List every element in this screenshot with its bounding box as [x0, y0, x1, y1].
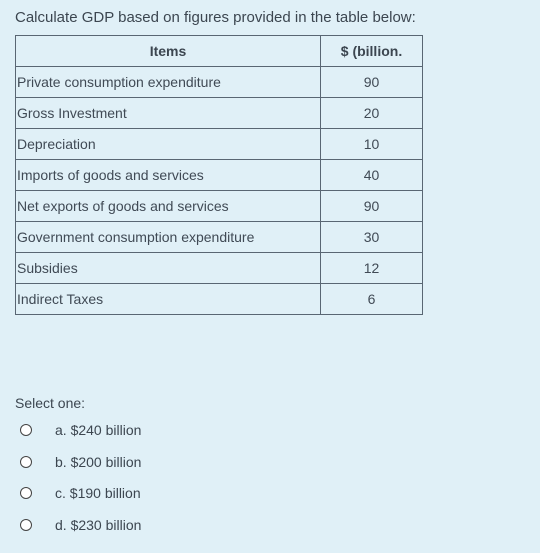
radio-button[interactable]	[20, 456, 32, 468]
table-header-row: Items $ (billion.	[15, 35, 423, 67]
option-label: a. $240 billion	[55, 422, 142, 438]
row-item: Net exports of goods and services	[15, 190, 321, 222]
option-label: b. $200 billion	[55, 454, 142, 470]
row-value: 10	[320, 128, 423, 160]
row-value: 90	[320, 190, 423, 222]
row-item: Gross Investment	[15, 97, 321, 129]
option-d[interactable]: d. $230 billion	[20, 515, 141, 535]
row-value: 90	[320, 66, 423, 98]
row-item: Government consumption expenditure	[15, 221, 321, 253]
row-item: Subsidies	[15, 252, 321, 284]
row-item: Indirect Taxes	[15, 283, 321, 315]
table-row: Depreciation 10	[15, 128, 423, 160]
table-row: Imports of goods and services 40	[15, 159, 423, 191]
header-items: Items	[15, 35, 321, 67]
option-c[interactable]: c. $190 billion	[20, 483, 141, 503]
table-row: Private consumption expenditure 90	[15, 66, 423, 98]
radio-button[interactable]	[20, 487, 32, 499]
row-value: 12	[320, 252, 423, 284]
row-item: Imports of goods and services	[15, 159, 321, 191]
select-one-label: Select one:	[15, 395, 86, 411]
header-value: $ (billion.	[320, 35, 423, 67]
table-row: Government consumption expenditure 30	[15, 221, 423, 253]
row-value: 6	[320, 283, 423, 315]
option-b[interactable]: b. $200 billion	[20, 452, 141, 472]
question-text: Calculate GDP based on figures provided …	[15, 9, 416, 26]
table-row: Net exports of goods and services 90	[15, 190, 423, 222]
data-table: Items $ (billion. Private consumption ex…	[15, 35, 423, 315]
table-row: Gross Investment 20	[15, 97, 423, 129]
radio-button[interactable]	[20, 519, 32, 531]
row-value: 40	[320, 159, 423, 191]
table-row: Subsidies 12	[15, 252, 423, 284]
row-item: Depreciation	[15, 128, 321, 160]
option-label: c. $190 billion	[55, 485, 141, 501]
row-value: 20	[320, 97, 423, 129]
option-label: d. $230 billion	[55, 517, 142, 533]
row-value: 30	[320, 221, 423, 253]
row-item: Private consumption expenditure	[15, 66, 321, 98]
option-a[interactable]: a. $240 billion	[20, 420, 141, 440]
radio-button[interactable]	[20, 424, 32, 436]
table-row: Indirect Taxes 6	[15, 283, 423, 315]
